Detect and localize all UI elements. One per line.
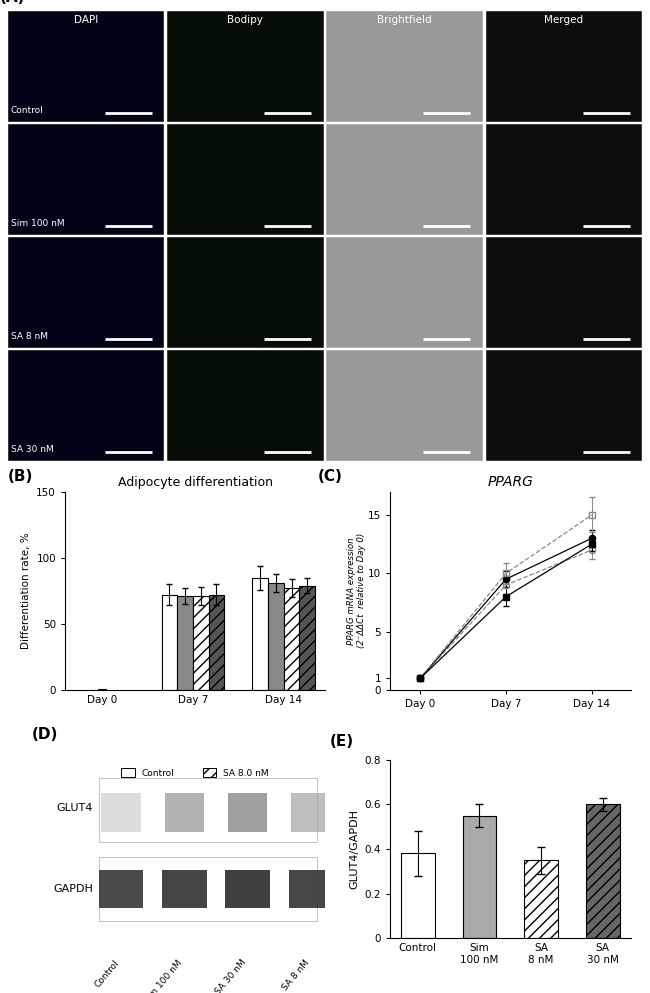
Text: Sim 100 nM: Sim 100 nM [143,958,185,993]
Bar [486,350,642,461]
Bar [463,815,497,938]
Text: Control: Control [11,106,44,115]
Text: (D): (D) [32,727,58,742]
Bar [167,124,324,235]
Bar [167,236,324,348]
Bar [99,870,144,909]
Bar [326,350,483,461]
Text: Bodipy: Bodipy [227,15,263,26]
Y-axis label: Differentiation rate, %: Differentiation rate, % [21,532,31,649]
Bar [486,236,642,348]
Bar [177,596,193,690]
Bar [486,11,642,122]
Y-axis label: PPARG mRNA expression
(2⁻ΔΔCt  relative to Day 0): PPARG mRNA expression (2⁻ΔΔCt relative t… [347,533,367,648]
Bar [167,11,324,122]
Title: PPARG: PPARG [488,475,533,489]
Bar [401,853,435,938]
Bar [98,689,106,690]
Bar [193,596,209,690]
Bar [291,793,331,831]
Bar [486,124,642,235]
Bar [162,870,207,909]
Legend: Control, SA 8.0 nM, Sim 100 nM, SA 30 nM: Control, SA 8.0 nM, Sim 100 nM, SA 30 nM [428,766,592,794]
Text: Sim 100 nM: Sim 100 nM [11,219,64,228]
Bar [268,583,284,690]
Bar [209,595,224,690]
Bar [101,793,140,831]
Title: Adipocyte differentiation: Adipocyte differentiation [118,476,272,489]
Text: (A): (A) [0,0,25,5]
Bar [99,857,317,922]
Bar [524,860,558,938]
Text: Control: Control [93,958,121,989]
Bar [252,578,268,690]
Text: (B): (B) [8,469,33,484]
Bar [228,793,267,831]
Text: SA 30 nM: SA 30 nM [213,958,248,993]
Bar [99,779,317,842]
Bar [8,350,164,461]
Bar [226,870,270,909]
Text: DAPI: DAPI [74,15,98,26]
Bar [162,595,177,690]
Bar [586,804,619,938]
Legend: Control, Sim 100 nM, SA 8.0 nM, SA 30 nM: Control, Sim 100 nM, SA 8.0 nM, SA 30 nM [118,765,272,794]
Text: (E): (E) [330,734,354,749]
Bar [289,870,333,909]
Y-axis label: GLUT4/GAPDH: GLUT4/GAPDH [349,809,359,889]
Bar [326,124,483,235]
Text: GLUT4: GLUT4 [57,803,93,813]
Bar [8,124,164,235]
Text: SA 8 nM: SA 8 nM [280,958,311,992]
Bar [284,588,300,690]
Bar [8,11,164,122]
Text: (C): (C) [318,469,343,484]
Text: Brightfield: Brightfield [377,15,432,26]
Bar [326,11,483,122]
Bar [326,236,483,348]
Text: Merged: Merged [544,15,584,26]
Bar [164,793,204,831]
Text: SA 8 nM: SA 8 nM [11,332,48,342]
Bar [167,350,324,461]
Text: GAPDH: GAPDH [53,884,93,894]
Text: SA 30 nM: SA 30 nM [11,445,54,454]
Bar [8,236,164,348]
Bar [300,586,315,690]
